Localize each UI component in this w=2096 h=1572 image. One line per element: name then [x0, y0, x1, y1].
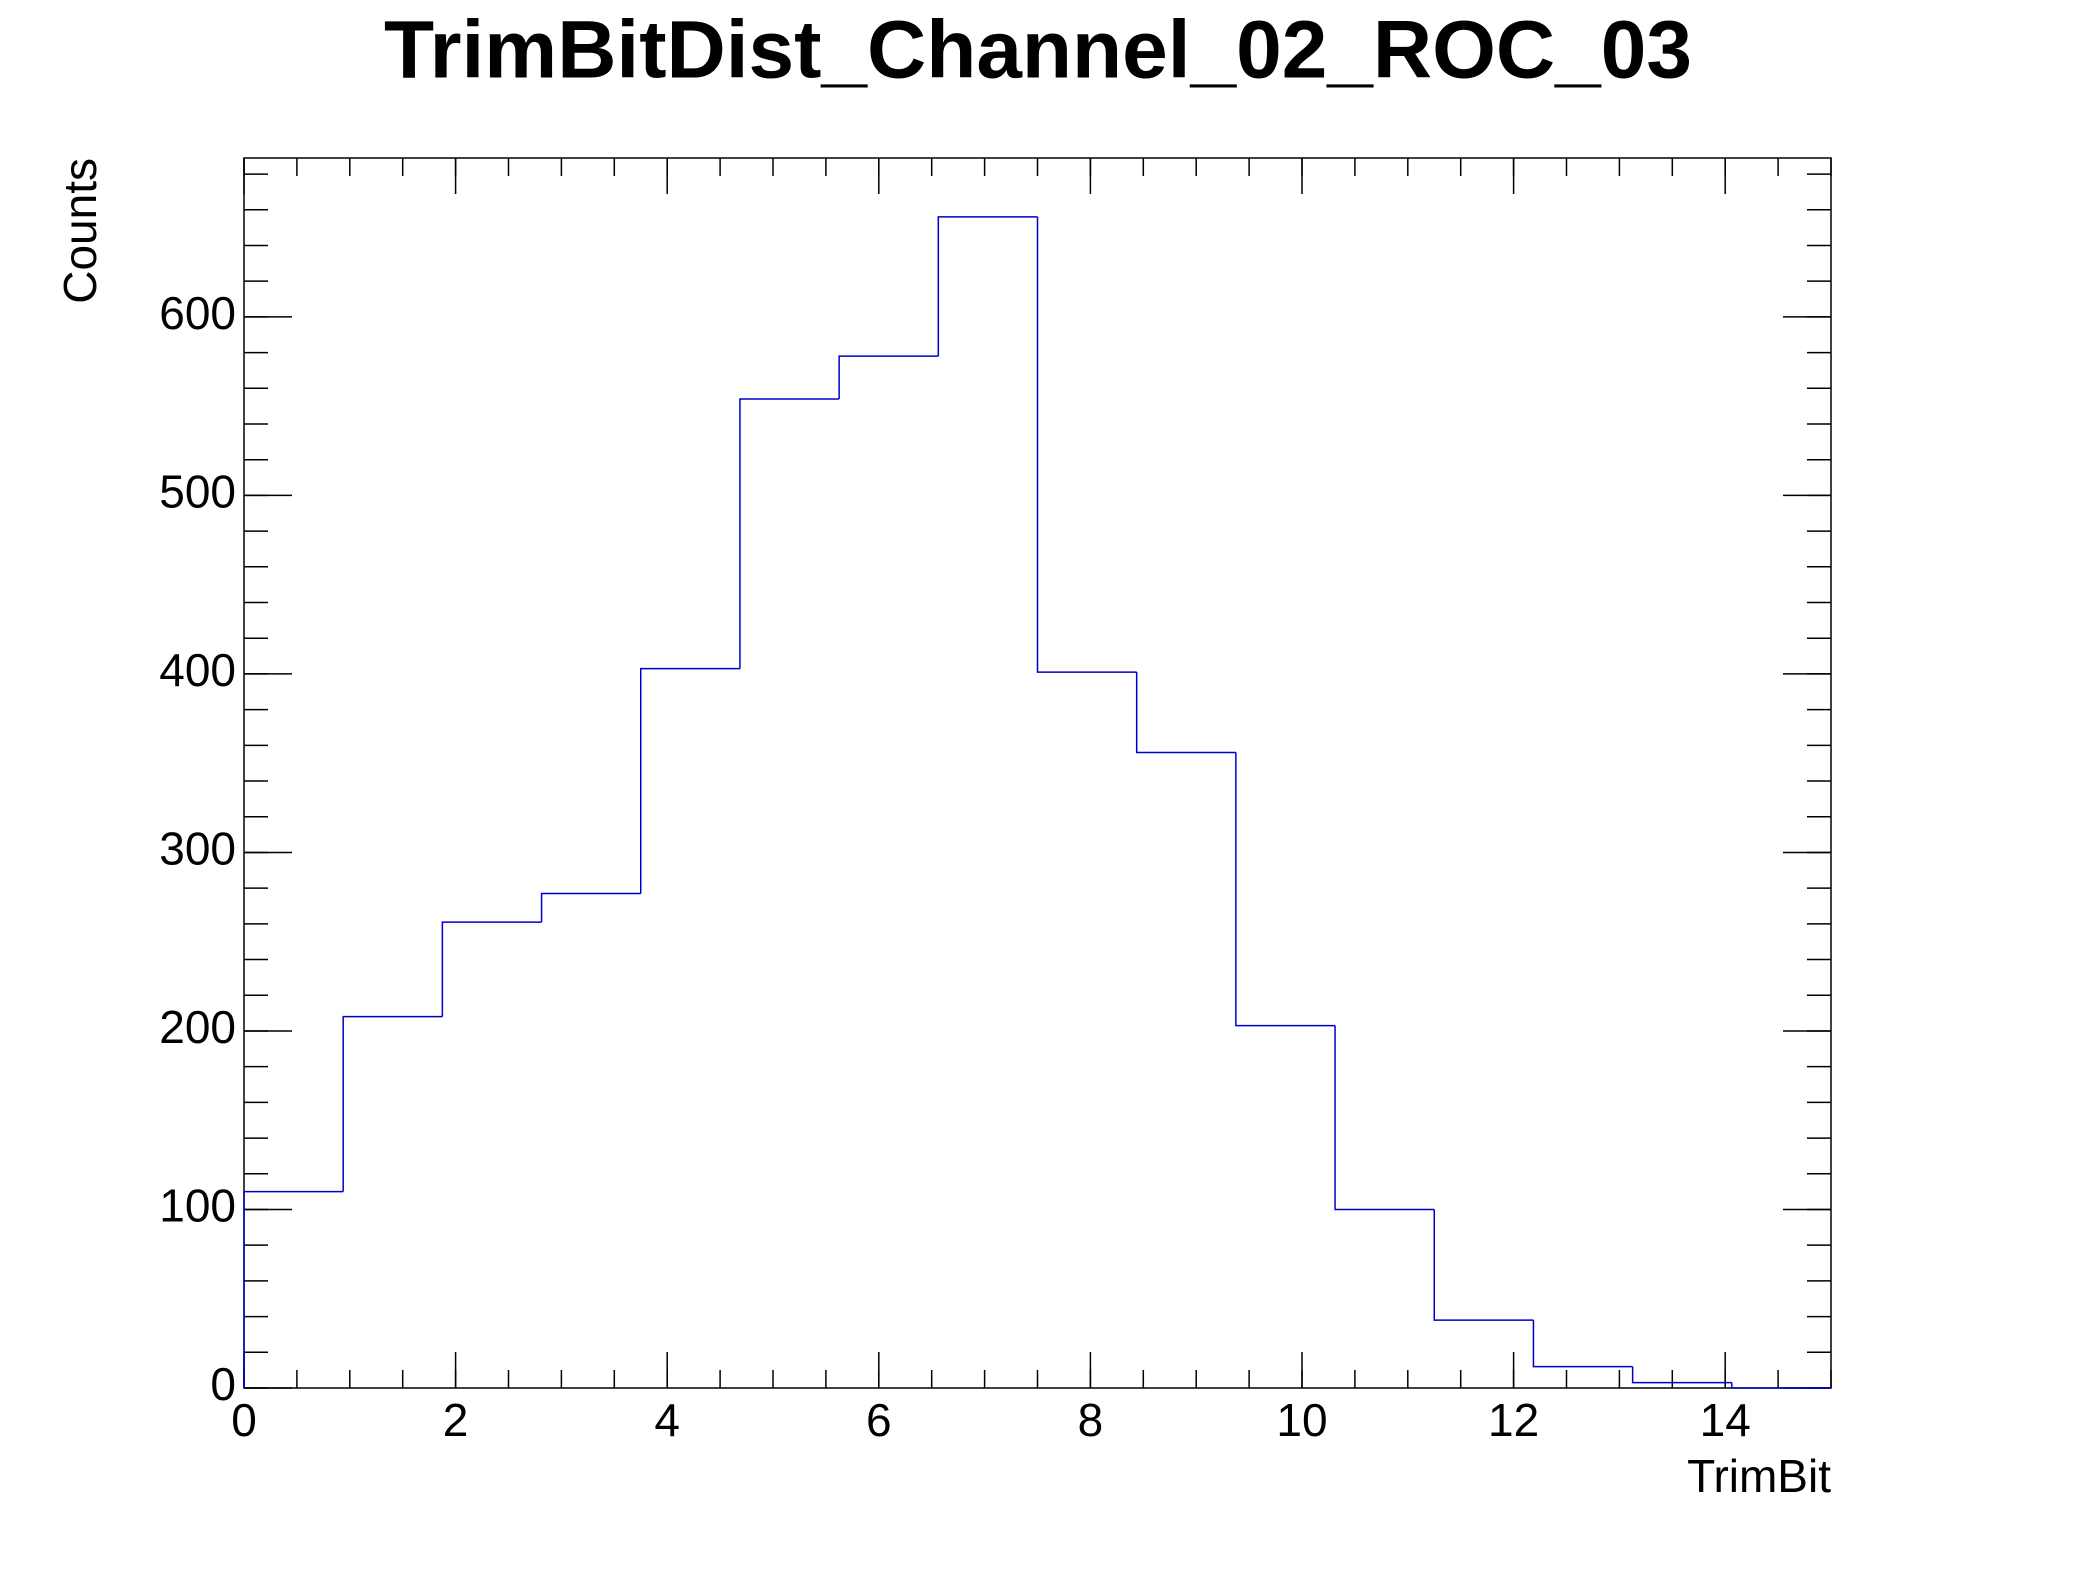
y-tick-label: 300: [159, 823, 236, 875]
histogram-bin: [1532, 1320, 1633, 1368]
x-tick-label: 2: [443, 1394, 469, 1446]
histogram-bin: [1135, 672, 1236, 754]
y-tick-label: 100: [159, 1180, 236, 1232]
histogram-bin: [342, 1015, 443, 1192]
x-tick-label: 8: [1078, 1394, 1104, 1446]
histogram-bin: [1235, 752, 1336, 1027]
histogram-bin: [838, 355, 939, 400]
x-tick-label: 0: [231, 1394, 257, 1446]
x-tick-label: 10: [1276, 1394, 1327, 1446]
y-tick-label: 400: [159, 644, 236, 696]
chart-title: TrimBitDist_Channel_02_ROC_03: [384, 5, 1692, 96]
y-tick-label: 600: [159, 287, 236, 339]
histogram-bin: [243, 1190, 344, 1388]
histogram-bin: [1631, 1366, 1732, 1384]
x-tick-label: 12: [1488, 1394, 1539, 1446]
histogram-bin: [640, 667, 740, 894]
histogram-bin: [441, 921, 542, 1017]
histogram-bin: [937, 216, 1038, 357]
x-tick-label: 14: [1700, 1394, 1751, 1446]
histogram-bin: [1731, 1382, 1831, 1389]
y-tick-label: 200: [159, 1001, 236, 1053]
histogram-bin: [739, 398, 840, 669]
x-axis-title: TrimBit: [1687, 1450, 1831, 1502]
x-tick-label: 4: [654, 1394, 680, 1446]
histogram-bin: [540, 892, 641, 923]
x-tick-label: 6: [866, 1394, 892, 1446]
histogram-bin: [1433, 1209, 1534, 1321]
y-tick-label: 500: [159, 466, 236, 518]
y-tick-label: 0: [210, 1358, 236, 1410]
histogram-bin: [1334, 1025, 1435, 1211]
y-axis-title: Counts: [54, 158, 106, 304]
histogram-bin: [1036, 216, 1137, 673]
